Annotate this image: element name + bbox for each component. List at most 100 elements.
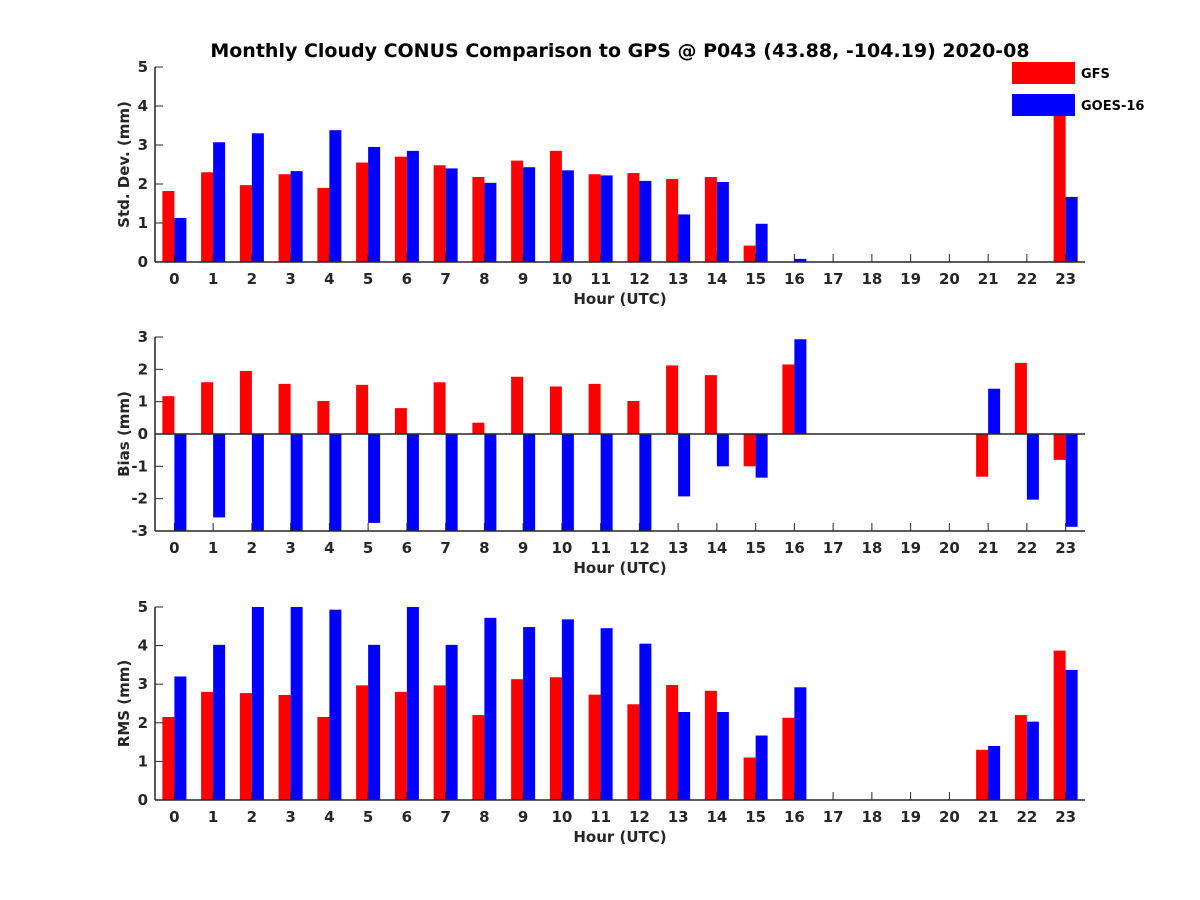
- bar-goes-16-hour-14: [716, 711, 729, 800]
- bar-goes-16-hour-15: [755, 735, 768, 800]
- y-tick-label: 2: [138, 714, 148, 732]
- bar-gfs-hour-23: [1053, 650, 1066, 800]
- x-tick-label: 0: [169, 270, 179, 288]
- bar-goes-16-hour-1: [213, 142, 226, 262]
- x-tick-label: 4: [324, 808, 334, 826]
- bar-gfs-hour-1: [201, 382, 214, 434]
- bar-goes-16-hour-1: [213, 644, 226, 800]
- x-tick-label: 3: [285, 539, 295, 557]
- bar-goes-16-hour-1: [213, 434, 226, 518]
- x-tick-label: 9: [518, 270, 528, 288]
- bar-goes-16-hour-10: [561, 434, 574, 531]
- bar-gfs-hour-2: [239, 185, 252, 262]
- bar-gfs-hour-5: [356, 685, 369, 800]
- bar-goes-16-hour-4: [329, 609, 342, 800]
- x-tick-label: 23: [1055, 808, 1076, 826]
- bar-goes-16-hour-15: [755, 223, 768, 262]
- bar-goes-16-hour-3: [290, 607, 303, 800]
- bar-gfs-hour-0: [162, 191, 175, 262]
- bar-gfs-hour-6: [394, 408, 407, 434]
- x-tick-label: 5: [363, 270, 373, 288]
- bar-gfs-hour-16: [782, 364, 795, 434]
- y-tick-label: 5: [138, 58, 148, 76]
- bar-gfs-hour-10: [549, 150, 562, 262]
- bar-gfs-hour-3: [278, 695, 291, 800]
- y-axis-label: RMS (mm): [115, 660, 133, 747]
- bar-gfs-hour-8: [472, 422, 485, 434]
- bar-gfs-hour-12: [627, 704, 640, 800]
- bar-gfs-hour-4: [317, 187, 330, 262]
- x-tick-label: 1: [208, 270, 218, 288]
- bar-goes-16-hour-2: [251, 607, 264, 800]
- bar-gfs-hour-7: [433, 685, 446, 800]
- bar-gfs-hour-12: [627, 173, 640, 262]
- y-tick-label: 3: [138, 328, 148, 346]
- chart-title: Monthly Cloudy CONUS Comparison to GPS @…: [210, 40, 1029, 62]
- y-tick-label: 1: [138, 393, 148, 411]
- bar-gfs-hour-9: [511, 160, 524, 262]
- bar-gfs-hour-22: [1014, 715, 1027, 800]
- x-tick-label: 23: [1055, 539, 1076, 557]
- y-tick-label: 0: [138, 425, 148, 443]
- bar-goes-16-hour-0: [174, 434, 187, 531]
- bar-gfs-hour-14: [704, 176, 717, 262]
- bar-gfs-hour-16: [782, 717, 795, 800]
- bar-gfs-hour-1: [201, 691, 214, 800]
- bar-gfs-hour-3: [278, 174, 291, 262]
- bar-gfs-hour-13: [666, 178, 679, 262]
- bar-goes-16-hour-13: [678, 434, 691, 497]
- x-tick-label: 4: [324, 539, 334, 557]
- x-tick-label: 2: [247, 539, 257, 557]
- x-tick-label: 7: [440, 539, 450, 557]
- y-tick-label: -2: [131, 490, 148, 508]
- x-tick-label: 9: [518, 808, 528, 826]
- bar-gfs-hour-21: [976, 749, 989, 800]
- bar-gfs-hour-6: [394, 691, 407, 800]
- x-tick-label: 3: [285, 270, 295, 288]
- x-axis-label: Hour (UTC): [573, 828, 666, 846]
- x-tick-label: 10: [551, 808, 572, 826]
- bar-gfs-hour-7: [433, 382, 446, 434]
- legend-swatch-gfs: [1012, 62, 1075, 84]
- legend: GFS GOES-16: [1012, 62, 1144, 116]
- bar-gfs-hour-11: [588, 174, 601, 262]
- bar-goes-16-hour-21: [988, 388, 1001, 434]
- bar-goes-16-hour-23: [1065, 196, 1078, 262]
- bar-goes-16-hour-15: [755, 434, 768, 478]
- bar-gfs-hour-3: [278, 383, 291, 434]
- bar-gfs-hour-10: [549, 386, 562, 434]
- bar-goes-16-hour-5: [368, 146, 381, 262]
- bar-gfs-hour-6: [394, 156, 407, 262]
- bar-gfs-hour-8: [472, 176, 485, 262]
- bar-goes-16-hour-4: [329, 130, 342, 262]
- bar-goes-16-hour-22: [1026, 721, 1039, 800]
- bar-goes-16-hour-23: [1065, 434, 1078, 527]
- x-tick-label: 9: [518, 539, 528, 557]
- bar-goes-16-hour-13: [678, 214, 691, 262]
- x-tick-label: 8: [479, 539, 489, 557]
- x-tick-label: 21: [978, 808, 999, 826]
- bar-goes-16-hour-6: [406, 434, 419, 531]
- bar-gfs-hour-4: [317, 401, 330, 434]
- bar-goes-16-hour-21: [988, 745, 1001, 800]
- bar-goes-16-hour-8: [484, 182, 497, 262]
- bar-goes-16-hour-11: [600, 434, 613, 531]
- bar-goes-16-hour-12: [639, 643, 652, 800]
- bar-goes-16-hour-8: [484, 617, 497, 800]
- x-tick-label: 12: [629, 808, 650, 826]
- x-tick-label: 3: [285, 808, 295, 826]
- bar-gfs-hour-2: [239, 370, 252, 434]
- bar-goes-16-hour-2: [251, 133, 264, 262]
- bar-gfs-hour-12: [627, 401, 640, 434]
- y-tick-label: 4: [138, 637, 148, 655]
- bar-goes-16-hour-9: [523, 434, 536, 531]
- bar-gfs-hour-11: [588, 694, 601, 800]
- x-tick-label: 18: [861, 270, 882, 288]
- bar-goes-16-hour-7: [445, 434, 458, 531]
- x-tick-label: 13: [668, 270, 689, 288]
- x-axis-label: Hour (UTC): [573, 559, 666, 577]
- bar-gfs-hour-14: [704, 690, 717, 800]
- bar-goes-16-hour-6: [406, 607, 419, 800]
- x-tick-label: 11: [590, 270, 611, 288]
- x-tick-label: 20: [939, 270, 960, 288]
